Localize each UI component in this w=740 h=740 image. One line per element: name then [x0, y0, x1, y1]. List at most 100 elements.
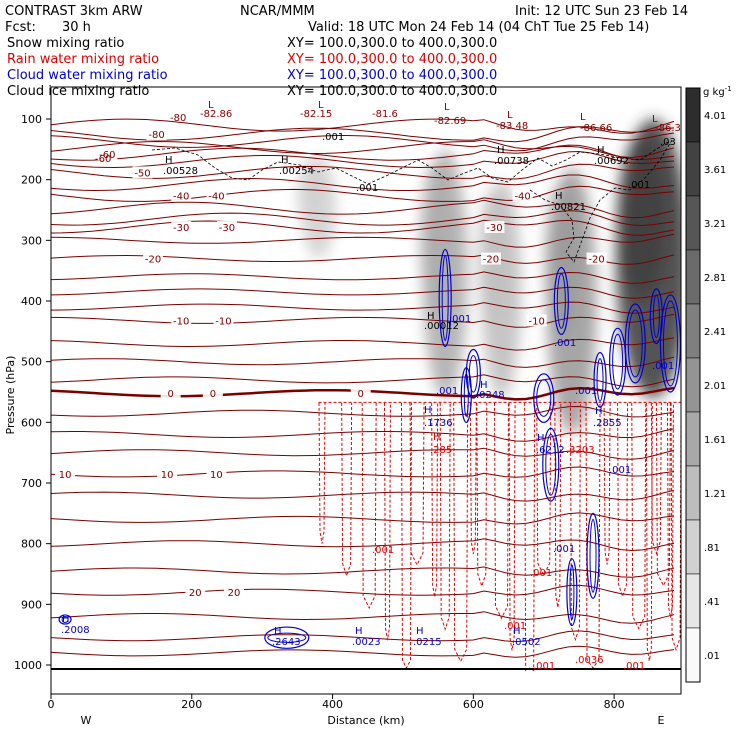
isotherm-line	[51, 286, 675, 299]
rain-contour-label: .001	[372, 545, 394, 556]
forecast-hour: 30 h	[62, 20, 91, 35]
isotherm-line	[51, 356, 675, 368]
colorbar-frame	[685, 87, 701, 683]
isotherm-label-bg	[171, 314, 192, 327]
contour-label: .03	[660, 137, 676, 148]
isotherm-label: -50	[134, 168, 150, 179]
cloud-water-contour	[609, 327, 627, 396]
contour-annotations: L L L L L L -82.86 -82.15 -81.6 -82.69 -…	[61, 100, 681, 672]
isotherm-line	[51, 185, 675, 202]
cloud-water-contour	[536, 379, 552, 417]
rain-contour-label: .001	[623, 661, 645, 672]
section-endpoints-cloud-ice: XY= 100.0,300.0 to 400.0,300.0	[287, 84, 497, 99]
isotherm-label: -20	[145, 255, 161, 266]
high-mark: H	[433, 432, 441, 443]
field-name-cloud-water: Cloud water mixing ratio	[7, 68, 168, 83]
rain-contour	[666, 402, 674, 618]
field-name-snow: Snow mixing ratio	[7, 36, 124, 51]
rain-contour	[409, 402, 425, 567]
y-tick-label: 1000	[14, 659, 42, 672]
max-value: .00738	[494, 156, 529, 167]
isotherm-label: -30	[486, 223, 502, 234]
high-mark: H	[595, 406, 603, 417]
rain-contour	[341, 402, 353, 578]
cloud-water-contour	[58, 614, 72, 625]
isotherm-label-bg	[224, 586, 245, 599]
x-tick-label: 200	[181, 698, 202, 711]
temperature-minimum: -82.86	[200, 109, 232, 120]
plot-frame	[50, 86, 682, 695]
isotherm-label-bg	[157, 467, 178, 480]
temperature-minimum: -86.66	[580, 123, 612, 134]
cloud-water-label: .001	[553, 544, 575, 555]
y-tick-label: 300	[21, 234, 42, 247]
max-value: .3203	[566, 445, 595, 456]
cloud-water-contour	[545, 433, 557, 496]
cloud-water-contour	[566, 558, 578, 627]
colorbar-swatch	[685, 411, 701, 467]
cloud-water-contour	[659, 294, 681, 393]
max-value: .2008	[61, 625, 90, 636]
cloud-water-contour	[589, 518, 597, 593]
isotherm-label: -40	[208, 191, 224, 202]
low-mark: L	[507, 110, 513, 121]
high-mark: H	[497, 145, 505, 156]
colorbar-swatch	[685, 141, 701, 197]
isotherm-line	[51, 566, 675, 578]
isotherm-line	[51, 611, 675, 624]
contour-label: .001	[628, 180, 650, 191]
isotherm-label: -30	[219, 223, 235, 234]
isotherm-label: 0	[358, 389, 364, 400]
max-value: .00254	[279, 166, 314, 177]
colorbar-units: g kg-1	[703, 85, 732, 98]
isotherm-line	[51, 139, 675, 159]
high-mark: H	[555, 191, 563, 202]
cloud-water-contour	[61, 616, 69, 623]
rain-contour	[569, 402, 581, 642]
section-endpoints-rain: XY= 100.0,300.0 to 400.0,300.0	[287, 52, 497, 67]
isotherm-layer: -80 -60 -50 -40 -40 -40 -30 -30 -30 -20 -20 -20 -10 -…	[51, 118, 675, 658]
colorbar-label: 4.01	[704, 111, 726, 122]
isotherm-label: -30	[173, 223, 189, 234]
high-mark: H	[537, 433, 545, 444]
max-value: .2643	[272, 637, 301, 648]
cloud-water-contour	[267, 632, 307, 643]
max-value: .00012	[424, 321, 459, 332]
colorbar-swatch	[685, 249, 701, 305]
isotherm-label: 20	[189, 588, 202, 599]
rain-contour-label: .001	[530, 568, 552, 579]
isotherm-line	[51, 199, 675, 219]
isotherm-line	[51, 271, 675, 284]
cloud-water-contour	[612, 333, 624, 390]
max-value: .0215	[413, 637, 442, 648]
y-tick-label: 800	[21, 538, 42, 551]
isotherm-label: 10	[161, 470, 174, 481]
rain-contour-label: .001	[504, 621, 526, 632]
colorbar-swatch	[685, 357, 701, 413]
temperature-minimum: -81.6	[372, 109, 398, 120]
cloud-water-contour	[468, 355, 478, 393]
cloud-water-contour	[596, 358, 604, 402]
cloud-water-contour	[652, 294, 660, 338]
cloud-water-contour	[553, 267, 569, 335]
high-mark: H	[427, 311, 435, 322]
isotherm-label-bg	[97, 148, 118, 161]
isotherm-label-bg	[512, 189, 533, 202]
isotherm-label: -10	[215, 316, 231, 327]
high-mark: H	[416, 626, 424, 637]
isotherm-line	[51, 538, 675, 552]
isotherm-label-bg	[206, 189, 227, 202]
isotherm-label: -20	[483, 255, 499, 266]
isotherm-label: -80	[148, 130, 164, 141]
snow-shading-region	[296, 160, 321, 223]
max-value: .0248	[476, 390, 505, 401]
cloud-water-label: .001	[609, 465, 631, 476]
colorbar-label: 2.81	[704, 273, 726, 284]
cloud-water-contour	[438, 248, 452, 348]
colorbar-swatch	[685, 87, 701, 143]
colorbar: g kg-1 4.01 3.61 3.21 2.81 2.41 2.01 1.61 1.21.…	[685, 85, 732, 683]
high-mark: H	[480, 380, 488, 391]
cloud-water-contour	[556, 273, 566, 329]
isotherm-label: 10	[210, 470, 223, 481]
high-mark: H	[513, 626, 521, 637]
